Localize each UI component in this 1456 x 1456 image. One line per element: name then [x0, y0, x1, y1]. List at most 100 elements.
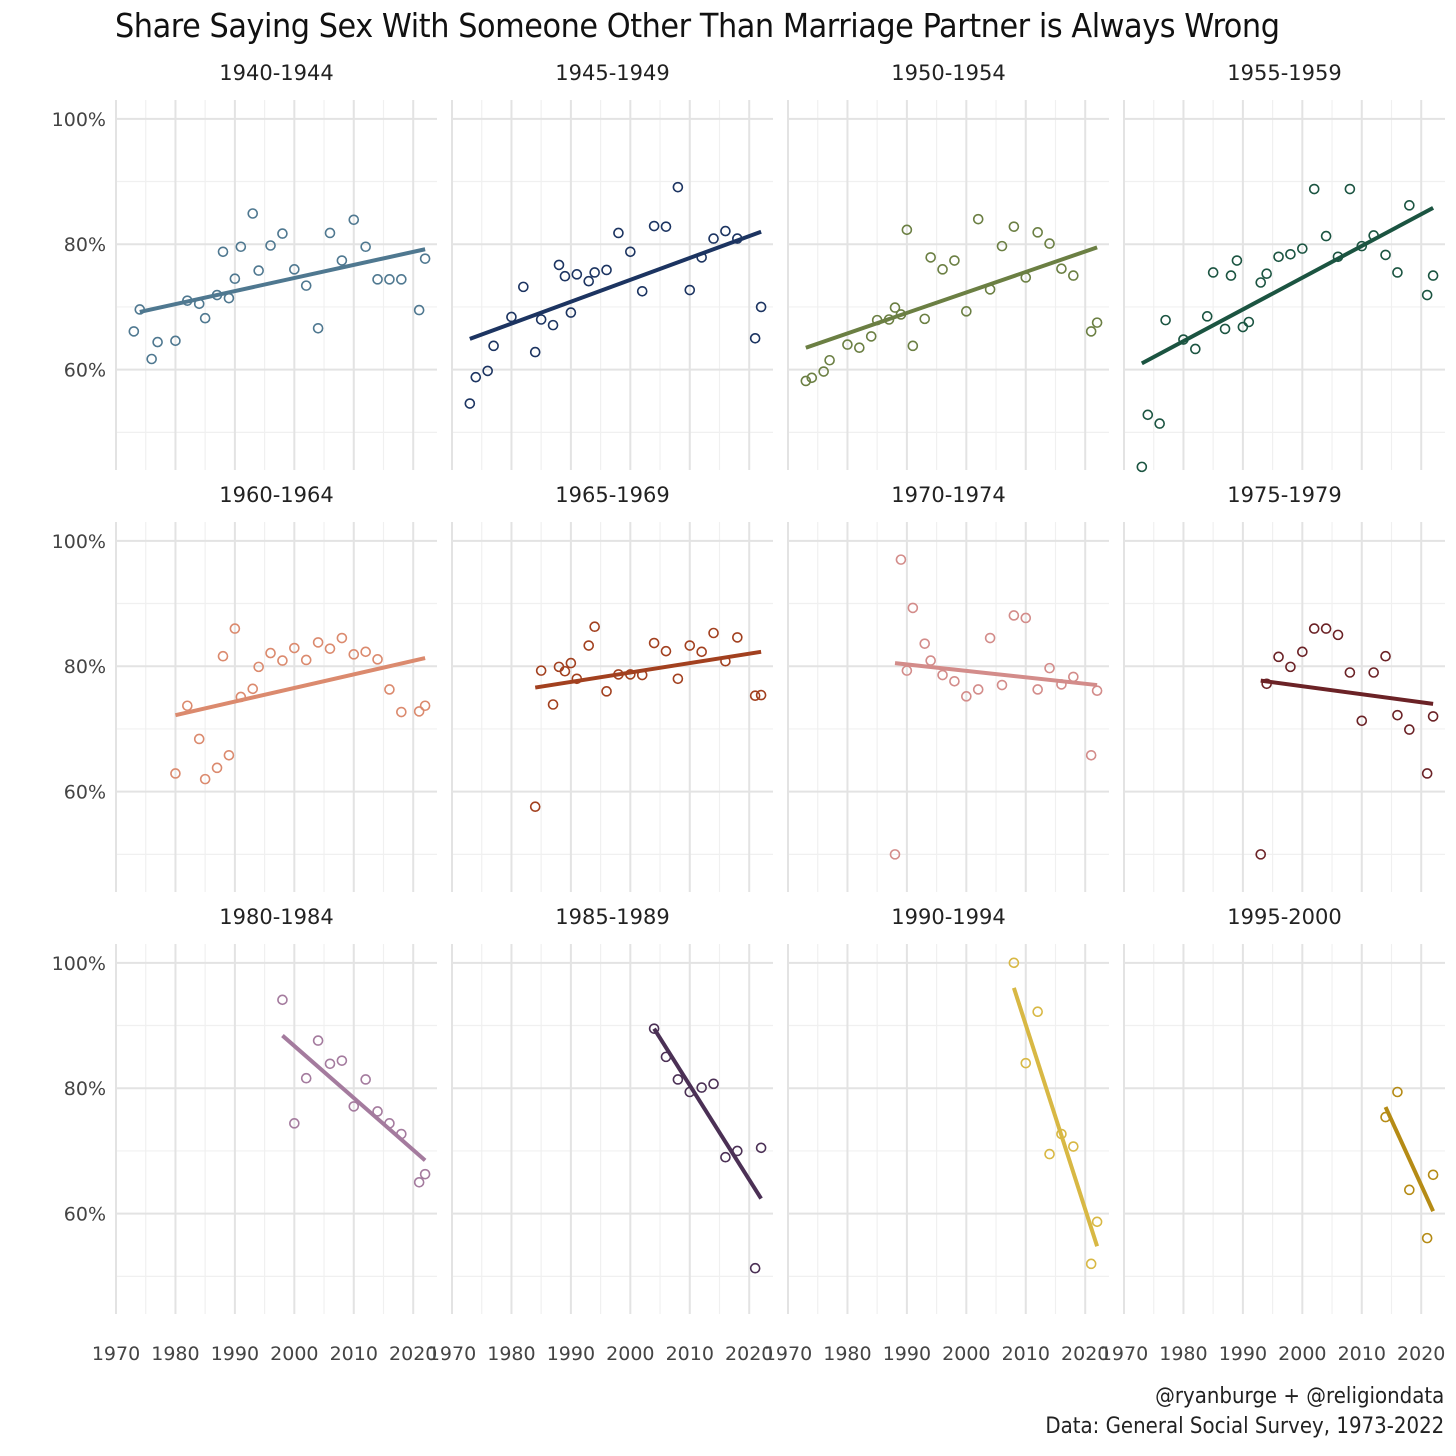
chart-title: Share Saying Sex With Someone Other Than… [115, 6, 1280, 45]
data-point [1068, 671, 1079, 683]
data-point [901, 665, 913, 676]
caption: @ryanburge + @religiondata Data: General… [1045, 1382, 1444, 1442]
data-point [1142, 409, 1154, 421]
data-point [601, 686, 612, 697]
data-point [708, 627, 719, 639]
data-point [613, 227, 624, 239]
caption-source: Data: General Social Survey, 1973-2022 [1045, 1414, 1444, 1439]
data-point [1008, 610, 1020, 621]
facet-label: 1950-1954 [891, 61, 1005, 85]
x-tick-label: 2020 [389, 1343, 437, 1365]
trend-line [1140, 206, 1435, 366]
data-point [625, 669, 636, 680]
y-tick-label: 80% [64, 656, 106, 678]
data-point [749, 333, 761, 344]
data-point [1056, 263, 1067, 274]
data-point [1308, 183, 1320, 195]
data-point [937, 669, 948, 681]
x-tick-label: 2020 [1061, 1343, 1109, 1365]
data-point [1085, 749, 1097, 761]
data-point [535, 314, 547, 325]
data-point [1380, 1111, 1391, 1123]
data-point [1392, 1086, 1403, 1098]
data-point [636, 669, 648, 681]
y-tick-label: 60% [64, 360, 106, 382]
facet-label: 1940-1944 [219, 61, 333, 85]
data-point [1421, 289, 1433, 301]
data-point [1154, 418, 1165, 429]
facet-panel: 1970-1974 [787, 483, 1109, 892]
data-point [559, 665, 571, 677]
data-point [1427, 270, 1439, 281]
data-point [660, 1051, 672, 1063]
data-point [1032, 227, 1043, 238]
y-tick-label: 80% [64, 234, 106, 256]
data-point [372, 1106, 383, 1117]
facet-panel: 1980-1984 60% 80% 100% 1970 1980 1990 2000 2010 2… [52, 905, 438, 1365]
data-point [170, 335, 181, 347]
data-point [732, 233, 743, 244]
x-tick-label: 1990 [883, 1343, 931, 1365]
x-tick-label: 2010 [1338, 1343, 1386, 1365]
data-point [1178, 334, 1189, 345]
data-point [1273, 651, 1284, 663]
x-tick-label: 1970 [428, 1343, 476, 1365]
trend-line [139, 247, 426, 314]
data-point [265, 240, 276, 251]
data-point [384, 1118, 395, 1129]
data-point [613, 669, 624, 680]
x-tick-label: 1990 [1219, 1343, 1267, 1365]
data-point [565, 307, 577, 318]
data-point [1201, 311, 1213, 322]
x-tick-label: 2000 [942, 1343, 990, 1365]
data-point [1297, 646, 1308, 658]
facet-panel: 1965-1969 [451, 483, 773, 892]
data-point [708, 1078, 719, 1090]
data-point [396, 706, 407, 718]
y-tick-label: 80% [64, 1078, 106, 1100]
data-point [482, 365, 493, 377]
data-point [1231, 255, 1243, 266]
data-point [372, 654, 383, 665]
data-point [824, 354, 835, 366]
data-point [889, 849, 901, 860]
data-point [300, 280, 312, 291]
data-point [182, 700, 193, 712]
facet-panel: 1945-1949 [451, 61, 773, 470]
data-point [583, 640, 595, 651]
data-point [265, 647, 276, 659]
facet-panel: 1990-1994 1970 1980 1990 2000 2010 2020 [764, 905, 1110, 1365]
data-point [559, 270, 571, 282]
data-point [660, 645, 672, 657]
data-point [720, 1151, 731, 1163]
data-point [1404, 200, 1415, 211]
data-point [1085, 326, 1097, 337]
facet-label: 1990-1994 [891, 905, 1005, 929]
data-point [648, 220, 660, 232]
data-point [348, 649, 360, 660]
data-point [1421, 768, 1433, 779]
facet-label: 1965-1969 [555, 483, 669, 507]
data-point [1032, 1006, 1043, 1018]
data-point [1320, 623, 1332, 634]
data-point [384, 684, 395, 695]
data-point [907, 602, 919, 614]
data-point [1219, 323, 1231, 335]
data-point [972, 213, 984, 225]
facet-panel: 1940-1944 60% 80% 100% [52, 61, 437, 470]
data-point [419, 253, 431, 264]
data-point [253, 265, 264, 276]
data-point [312, 322, 324, 334]
data-point [1308, 623, 1320, 634]
data-point [1356, 715, 1368, 727]
data-point [300, 1072, 312, 1084]
data-point [253, 661, 264, 673]
data-point [1320, 230, 1332, 242]
data-point [1255, 277, 1267, 288]
data-point [919, 313, 931, 325]
data-point [672, 1074, 684, 1085]
data-point [1020, 272, 1032, 283]
data-point [413, 1177, 425, 1188]
data-point [277, 228, 288, 239]
